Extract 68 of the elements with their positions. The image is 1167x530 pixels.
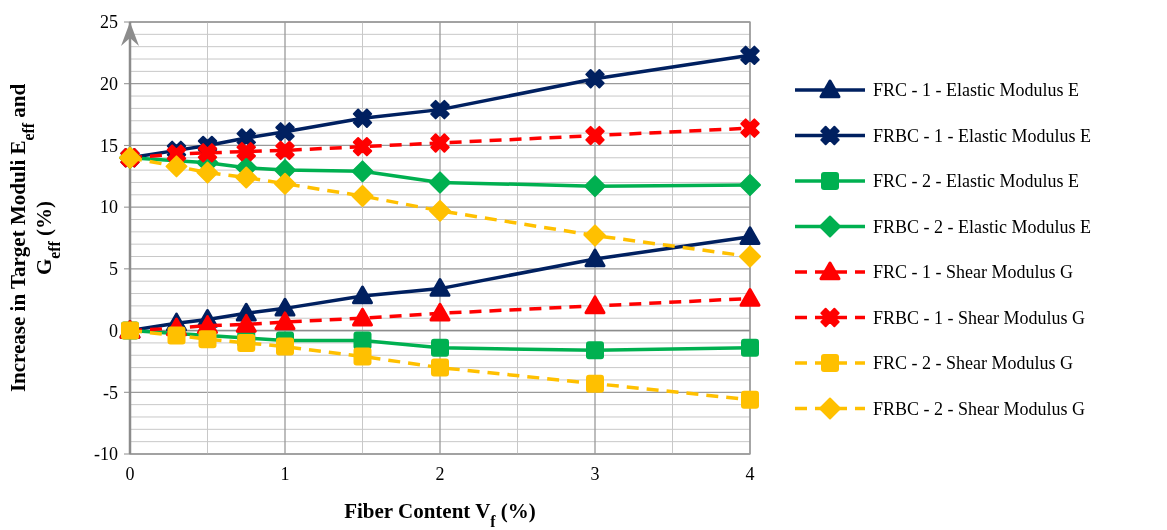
point bbox=[429, 199, 451, 222]
point bbox=[739, 287, 761, 307]
point bbox=[353, 347, 372, 366]
y-tick-label: 15 bbox=[100, 135, 118, 156]
point bbox=[165, 155, 188, 178]
point bbox=[352, 136, 373, 157]
y-tick-label: 0 bbox=[109, 320, 118, 341]
point bbox=[236, 141, 256, 162]
point bbox=[585, 125, 605, 146]
y-tick-label: -10 bbox=[94, 444, 118, 465]
point bbox=[741, 390, 759, 409]
y-tick-label: 25 bbox=[100, 12, 118, 33]
legend-label: FRC - 2 - Shear Modulus G bbox=[873, 353, 1074, 374]
point bbox=[431, 358, 449, 377]
x-tick-label: 0 bbox=[125, 464, 135, 484]
point bbox=[275, 140, 295, 161]
x-tick-label: 1 bbox=[280, 464, 290, 484]
point bbox=[430, 133, 450, 153]
point bbox=[197, 143, 218, 163]
y-tick-label: -5 bbox=[103, 382, 118, 403]
legend-label: FRBC - 2 - Shear Modulus G bbox=[873, 398, 1086, 419]
point bbox=[585, 69, 605, 89]
point bbox=[198, 330, 217, 349]
point bbox=[235, 166, 258, 189]
point bbox=[740, 118, 760, 138]
y-tick-label: 10 bbox=[100, 197, 118, 218]
point bbox=[352, 108, 373, 128]
point bbox=[741, 338, 759, 357]
point bbox=[584, 248, 606, 268]
point bbox=[352, 285, 373, 305]
point bbox=[431, 338, 449, 357]
point bbox=[586, 341, 604, 360]
point bbox=[739, 173, 761, 196]
point bbox=[739, 245, 761, 268]
point bbox=[351, 160, 374, 183]
point bbox=[351, 185, 374, 208]
point bbox=[276, 337, 294, 356]
x-tick-label: 2 bbox=[435, 464, 445, 484]
point bbox=[740, 45, 760, 66]
point bbox=[429, 302, 451, 322]
point bbox=[237, 333, 256, 352]
point bbox=[235, 313, 257, 333]
legend-label: FRC - 1 - Elastic Modulus E bbox=[873, 80, 1079, 101]
point bbox=[275, 122, 295, 142]
point bbox=[584, 295, 606, 315]
point bbox=[584, 224, 606, 247]
point bbox=[274, 297, 296, 317]
point bbox=[430, 99, 450, 120]
point bbox=[586, 374, 604, 393]
legend-label: FRBC - 2 - Elastic Modulus E bbox=[873, 216, 1092, 237]
legend-label: FRC - 2 - Elastic Modulus E bbox=[873, 171, 1079, 192]
legend-label: FRBC - 1 - Elastic Modulus E bbox=[873, 125, 1092, 146]
x-tick-label: 4 bbox=[745, 464, 755, 484]
point bbox=[739, 226, 761, 246]
point bbox=[274, 311, 296, 331]
point bbox=[584, 175, 606, 198]
point bbox=[352, 307, 373, 327]
y-tick-label: 5 bbox=[109, 259, 118, 280]
x-axis-title: Fiber Content V$_{f}$ (%) bbox=[344, 499, 536, 530]
legend-label: FRC - 1 - Shear Modulus G bbox=[873, 262, 1074, 283]
point bbox=[167, 326, 186, 345]
point bbox=[196, 161, 219, 184]
point bbox=[429, 278, 451, 297]
x-tick-label: 3 bbox=[590, 464, 600, 484]
legend-label: FRBC - 1 - Shear Modulus G bbox=[873, 307, 1086, 328]
point bbox=[429, 171, 451, 194]
y-tick-label: 20 bbox=[100, 74, 118, 95]
point bbox=[274, 172, 296, 195]
